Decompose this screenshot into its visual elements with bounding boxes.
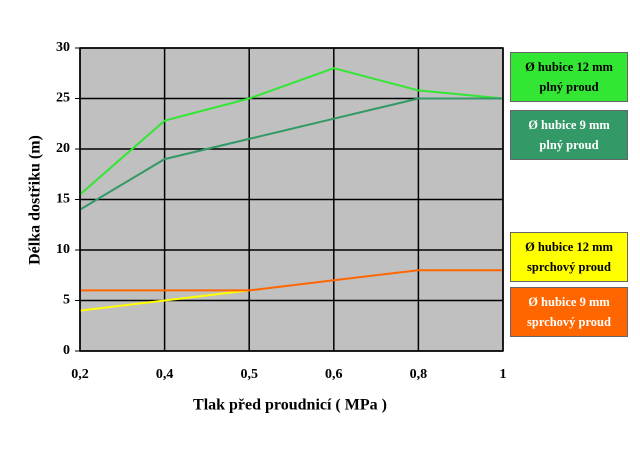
y-axis-label: Délka dostřiku (m) [27,135,44,265]
y-tick-label: 20 [56,141,70,156]
y-tick-label: 0 [63,343,70,358]
x-tick-label: 0,5 [240,367,258,382]
series-line [79,67,504,196]
plot-border [79,47,504,352]
y-tick-label: 5 [63,293,70,308]
legend-entry: Ø hubice 12 mm sprchový proud [510,232,628,282]
series-line [80,269,503,292]
y-tick-label: 10 [56,242,70,257]
series-line [79,97,503,211]
x-tick-label: 0,6 [325,367,343,382]
x-tick-label: 0,8 [410,367,428,382]
legend-entry: Ø hubice 9 mm plný proud [510,110,628,160]
legend-entry: Ø hubice 9 mm sprchový proud [510,287,628,337]
y-tick-label: 30 [56,40,70,55]
series-line [79,289,250,312]
y-tick-label: 25 [56,91,70,106]
x-tick-label: 0,2 [71,367,89,382]
y-tick-label: 15 [56,192,70,207]
x-tick-label: 1 [500,367,507,382]
x-tick-label: 0,4 [156,367,174,382]
legend-entry: Ø hubice 12 mm plný proud [510,52,628,102]
x-axis-label: Tlak před proudnicí ( MPa ) [193,397,387,414]
